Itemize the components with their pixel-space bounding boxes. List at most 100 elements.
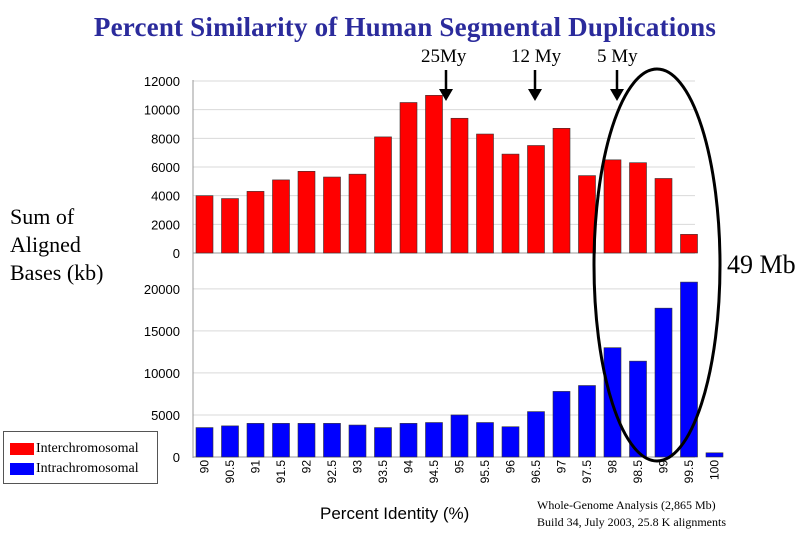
y-tick-label: 5000 xyxy=(151,408,180,423)
bar xyxy=(705,452,724,458)
bar xyxy=(501,426,520,458)
bar xyxy=(297,171,316,254)
era-label-12my: 12 My xyxy=(511,46,562,67)
bar xyxy=(374,427,392,458)
x-tick-label: 99.5 xyxy=(682,460,696,484)
bar xyxy=(603,159,622,254)
y-tick-label: 4000 xyxy=(151,189,180,204)
y-tick-label: 6000 xyxy=(151,160,180,175)
bar xyxy=(450,414,469,458)
y-axis-label-line: Aligned xyxy=(10,232,81,257)
bar xyxy=(348,424,367,458)
x-tick-label: 90 xyxy=(198,460,212,474)
x-tick-label: 92.5 xyxy=(325,460,339,484)
y-tick-label: 12000 xyxy=(144,74,180,89)
bar xyxy=(476,422,494,458)
bar xyxy=(501,153,520,254)
legend-swatch-blue xyxy=(10,463,34,475)
bar xyxy=(654,307,673,458)
bar xyxy=(629,162,647,254)
x-tick-label: 95 xyxy=(453,460,467,474)
footnote-line: Build 34, July 2003, 25.8 K alignments xyxy=(537,515,726,529)
era-label-25my: 25My xyxy=(421,46,467,67)
bottom-chart-bars xyxy=(195,281,724,458)
bar xyxy=(221,198,239,254)
y-tick-label: 0 xyxy=(173,246,180,261)
x-axis-label: Percent Identity (%) xyxy=(320,504,470,523)
x-tick-label: 94.5 xyxy=(427,460,441,484)
y-tick-label: 10000 xyxy=(144,103,180,118)
x-tick-label: 96 xyxy=(504,460,518,474)
legend-label: Interchromosomal xyxy=(36,441,139,456)
x-tick-label: 90.5 xyxy=(223,460,237,484)
y-axis-label-line: Sum of xyxy=(10,204,75,229)
x-tick-label: 93.5 xyxy=(376,460,390,484)
bottom-chart-y-ticks: 0 5000 10000 15000 20000 xyxy=(144,282,180,465)
x-tick-label: 97 xyxy=(555,460,569,474)
x-tick-label: 98.5 xyxy=(631,460,645,484)
y-axis-label: Sum of Aligned Bases (kb) xyxy=(10,203,103,287)
bottom-chart-x-ticks: 90 90.5 91 91.5 92 92.5 93 93.5 94 94.5 95 95.5 96 96… xyxy=(198,460,722,484)
bar xyxy=(323,423,341,458)
y-tick-label: 0 xyxy=(173,450,180,465)
bar xyxy=(195,427,214,458)
arrow-5my-head xyxy=(610,89,624,101)
footnote-line: Whole-Genome Analysis (2,865 Mb) xyxy=(537,498,716,512)
x-tick-label: 100 xyxy=(708,460,722,480)
highlight-annotation: 49 Mb xyxy=(727,250,796,279)
bar xyxy=(272,423,290,458)
bar xyxy=(680,281,698,458)
top-chart-y-ticks: 0 2000 4000 6000 8000 10000 12000 xyxy=(144,74,180,261)
era-label-5my: 5 My xyxy=(597,46,638,67)
bar xyxy=(246,423,265,458)
y-axis-label-line: Bases (kb) xyxy=(10,260,104,285)
x-tick-label: 95.5 xyxy=(478,460,492,484)
x-tick-label: 91.5 xyxy=(274,460,288,484)
bar xyxy=(552,391,571,458)
legend-swatch-red xyxy=(10,443,34,455)
x-tick-label: 93 xyxy=(351,460,365,474)
x-tick-label: 98 xyxy=(606,460,620,474)
bar xyxy=(680,234,698,254)
bar xyxy=(552,128,571,254)
y-tick-label: 8000 xyxy=(151,131,180,146)
bar xyxy=(272,179,290,254)
bar xyxy=(374,136,392,254)
highlight-ellipse xyxy=(592,67,722,463)
y-tick-label: 20000 xyxy=(144,282,180,297)
bar xyxy=(297,423,316,458)
bar xyxy=(399,423,418,458)
x-tick-label: 91 xyxy=(249,460,263,474)
x-tick-label: 94 xyxy=(402,460,416,474)
bar xyxy=(629,360,647,458)
bar xyxy=(578,385,596,458)
bar xyxy=(476,133,494,254)
annotations-layer xyxy=(439,67,722,463)
bar xyxy=(425,422,443,458)
bar xyxy=(654,178,673,254)
x-tick-label: 99 xyxy=(657,460,671,474)
bar xyxy=(323,176,341,254)
y-tick-label: 15000 xyxy=(144,324,180,339)
arrow-12my-head xyxy=(528,89,542,101)
bar xyxy=(348,173,367,254)
bar xyxy=(527,145,545,254)
bar xyxy=(425,95,443,254)
bar xyxy=(221,425,239,458)
bar xyxy=(195,195,214,254)
top-chart-bars xyxy=(195,95,698,254)
y-tick-label: 10000 xyxy=(144,366,180,381)
bar xyxy=(246,191,265,254)
x-tick-label: 97.5 xyxy=(580,460,594,484)
chart-title: Percent Similarity of Human Segmental Du… xyxy=(93,12,717,42)
bar xyxy=(450,117,469,254)
bar xyxy=(399,102,418,254)
legend: Interchromosomal Intrachromosomal xyxy=(3,431,158,484)
legend-label: Intrachromosomal xyxy=(36,461,139,476)
footnote: Whole-Genome Analysis (2,865 Mb) Build 3… xyxy=(537,497,726,531)
arrow-25my-head xyxy=(439,89,453,101)
x-tick-label: 96.5 xyxy=(529,460,543,484)
y-tick-label: 2000 xyxy=(151,217,180,232)
bar xyxy=(527,411,545,458)
